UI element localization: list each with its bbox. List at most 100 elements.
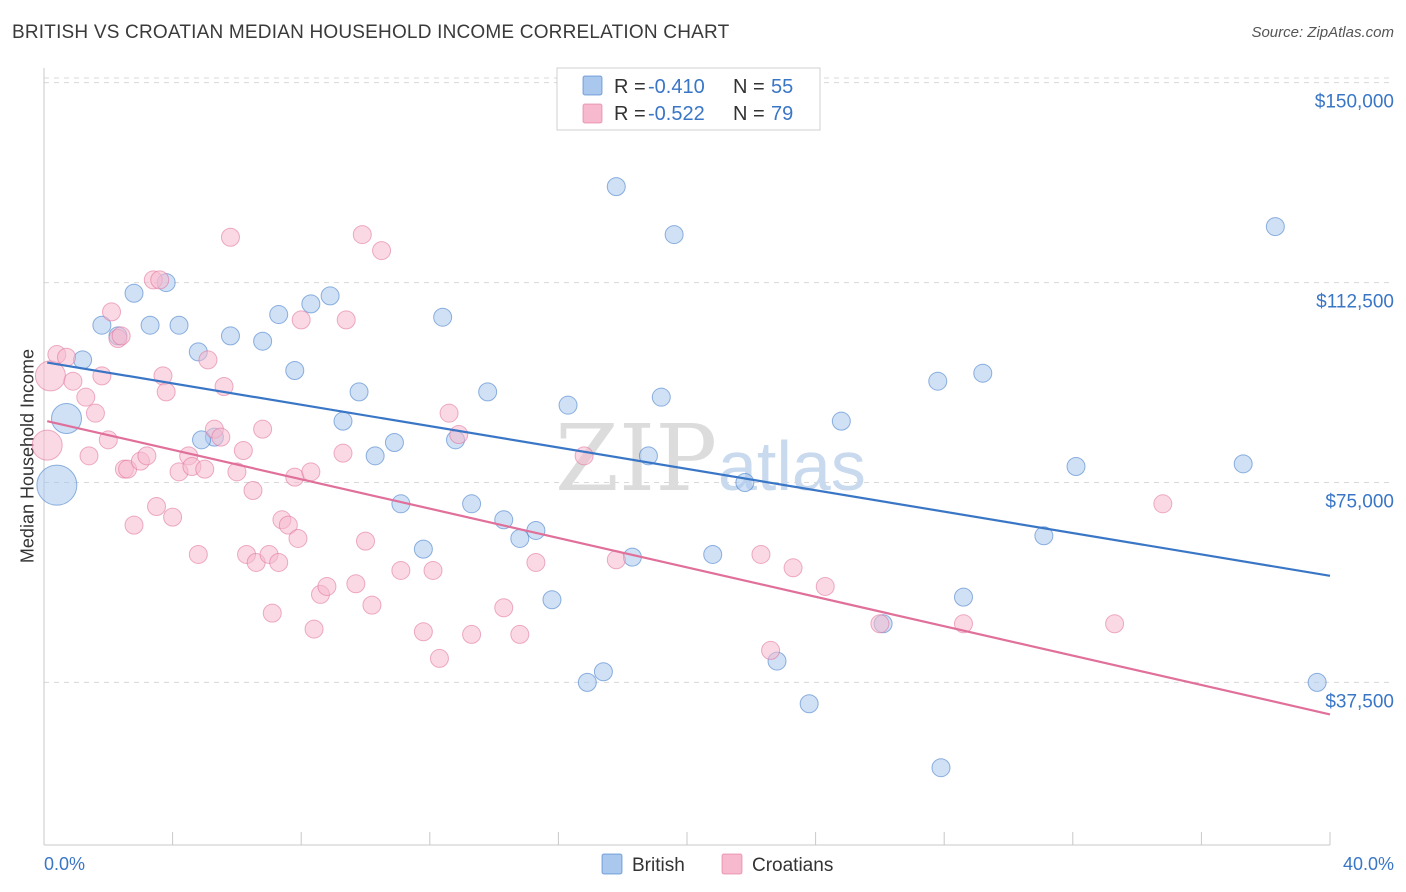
british-point [831, 411, 851, 431]
croatians-point [372, 241, 392, 261]
british-point [301, 294, 321, 314]
british-point [606, 177, 626, 197]
british-point [973, 363, 993, 383]
grid-lines [44, 77, 1394, 683]
correlation-legend: R = -0.410 N = 55 R = -0.522 N = 79 [556, 67, 821, 131]
british-point [478, 382, 498, 402]
croatians-point [761, 640, 781, 660]
british-point [349, 382, 369, 402]
croatians-point [111, 326, 131, 346]
series-legend: British Croatians [601, 853, 833, 876]
croatians-point [147, 496, 167, 516]
series-legend-british: British [632, 855, 685, 876]
x-tick-min: 0.0% [44, 854, 85, 874]
croatians-point [291, 310, 311, 330]
british-point [192, 430, 212, 450]
chart-source: Source: ZipAtlas.com [1251, 24, 1394, 41]
croatians-point [278, 515, 298, 535]
british-point [220, 326, 240, 346]
croatians-point [352, 225, 372, 245]
british-point [735, 472, 755, 492]
croatians-point [783, 558, 803, 578]
croatians-point [423, 560, 443, 580]
croatians-point [413, 622, 433, 642]
legend-swatch-croatians [582, 103, 603, 124]
croatians-point [227, 462, 247, 482]
legend-croatians-n-value: 79 [771, 103, 793, 125]
british-point [36, 464, 78, 506]
british-point [651, 387, 671, 407]
watermark-atlas: atlas [718, 427, 866, 505]
croatians-point [362, 595, 382, 615]
croatians-point [150, 270, 170, 290]
british-point [124, 283, 144, 303]
croatians-point [31, 429, 63, 461]
y-tick-labels: $37,500 $75,000 $112,500 $150,000 [1315, 92, 1394, 713]
british-point [285, 361, 305, 381]
legend-croatians-r-value: -0.522 [648, 103, 705, 125]
legend-british-n-value: 55 [771, 76, 793, 98]
croatians-point [63, 371, 83, 391]
british-trend-line [47, 361, 1331, 577]
british-point [558, 395, 578, 415]
legend-swatch-british [582, 75, 603, 96]
british-point [703, 544, 723, 564]
british-point [169, 315, 189, 335]
british-point [928, 371, 948, 391]
british-point [333, 411, 353, 431]
british-point [1034, 526, 1054, 546]
croatians-point [391, 560, 411, 580]
croatians-point [1105, 614, 1125, 634]
legend-croatians-n-label: N = [733, 103, 765, 125]
croatians-point [79, 446, 99, 466]
croatians-point [220, 227, 240, 247]
british-point [542, 590, 562, 610]
croatians-point [301, 462, 321, 482]
croatians-point [462, 624, 482, 644]
croatians-point [195, 459, 215, 479]
legend-croatians-r-label: R = [614, 103, 646, 125]
british-point [462, 494, 482, 514]
series-legend-swatch-croatians [721, 853, 743, 875]
croatians-point [262, 603, 282, 623]
croatians-point [751, 544, 771, 564]
croatians-point [494, 598, 514, 618]
british-point [593, 662, 613, 682]
croatians-point [510, 624, 530, 644]
british-point [320, 286, 340, 306]
croatians-point [188, 544, 208, 564]
british-point [384, 433, 404, 452]
british-point [577, 672, 597, 692]
british-point [510, 528, 530, 548]
croatians-point [243, 480, 263, 500]
british-point [1265, 217, 1285, 237]
croatians-point [429, 648, 449, 668]
y-tick-label: $150,000 [1315, 92, 1394, 113]
croatians-point [269, 552, 289, 572]
british-point [253, 331, 273, 351]
croatians-point [102, 302, 122, 322]
croatians-point [163, 507, 183, 527]
croatians-point [526, 552, 546, 572]
british-point [1307, 672, 1327, 692]
y-tick-label: $75,000 [1325, 491, 1394, 512]
x-tick-labels: 0.0% 40.0% [44, 854, 1394, 874]
croatians-point [57, 347, 77, 367]
british-point [931, 758, 951, 778]
legend-british-n-label: N = [733, 76, 765, 98]
croatians-point [124, 515, 144, 535]
croatians-point [317, 576, 337, 596]
legend-british-r-value: -0.410 [648, 76, 705, 98]
series-legend-croatians: Croatians [752, 855, 833, 876]
british-point [953, 587, 973, 607]
data-points [31, 177, 1327, 778]
british-point [269, 305, 289, 325]
croatians-point [815, 576, 835, 596]
croatians-point [85, 403, 105, 423]
british-point [92, 315, 112, 335]
croatians-point [574, 446, 594, 466]
croatians-point [336, 310, 356, 330]
croatians-point [137, 446, 157, 466]
croatians-point [76, 387, 96, 407]
